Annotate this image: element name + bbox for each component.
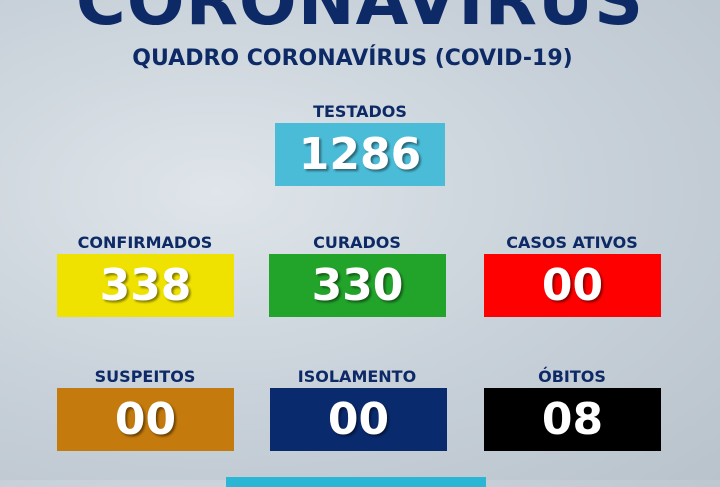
page-subtitle: QUADRO CORONAVÍRUS (COVID-19) (132, 46, 573, 71)
page-title: CORONAVÍRUS (75, 0, 645, 41)
isolamento-value: 00 (270, 388, 447, 451)
suspeitos-label: SUSPEITOS (94, 367, 196, 386)
curados-value: 330 (269, 254, 446, 317)
casos-ativos-value: 00 (484, 254, 661, 317)
testados-label: TESTADOS (313, 102, 407, 121)
obitos-label: ÓBITOS (538, 367, 606, 386)
obitos-value: 08 (484, 388, 661, 451)
bottom-bar (226, 477, 486, 487)
isolamento-label: ISOLAMENTO (297, 367, 417, 386)
confirmados-label: CONFIRMADOS (77, 233, 213, 252)
confirmados-value: 338 (57, 254, 234, 317)
curados-label: CURADOS (313, 233, 401, 252)
testados-value: 1286 (275, 123, 445, 186)
casos-ativos-label: CASOS ATIVOS (506, 233, 638, 252)
suspeitos-value: 00 (57, 388, 234, 451)
